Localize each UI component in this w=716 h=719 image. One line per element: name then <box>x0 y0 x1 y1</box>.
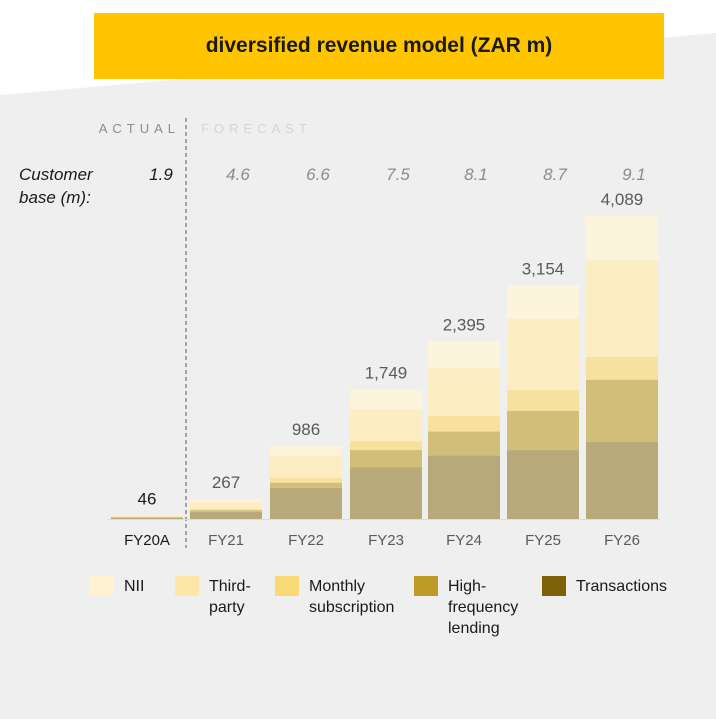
x-tick-fy25: FY25 <box>525 532 561 549</box>
bar-transactions-fy22 <box>270 487 342 519</box>
bar-monthly-subscription-fy24 <box>428 415 500 432</box>
customer-base-fy24: 8.1 <box>464 165 488 184</box>
bar-third-party-fy23 <box>350 409 422 442</box>
bar-nii-fy25 <box>507 285 579 319</box>
x-tick-fy20a: FY20A <box>124 532 170 549</box>
total-label-fy23: 1,749 <box>365 363 408 382</box>
customer-base-fy21: 4.6 <box>226 165 250 184</box>
legend-label-third-party: Third-party <box>209 578 251 616</box>
bar-transactions-fy24 <box>428 455 500 519</box>
customer-base-fy25: 8.7 <box>543 165 567 184</box>
bar-monthly-subscription-fy22 <box>270 477 342 483</box>
total-label-fy20a: 46 <box>138 490 157 509</box>
bar-transactions-fy21 <box>190 511 262 519</box>
legend-swatch-transactions <box>542 576 566 596</box>
page-title: diversified revenue model (ZAR m) <box>94 13 664 79</box>
bar-third-party-fy21 <box>190 501 262 509</box>
legend-swatch-high-frequency-lending <box>414 576 438 596</box>
legend-swatch-third-party <box>175 576 199 596</box>
bar-nii-fy23 <box>350 389 422 410</box>
bar-high-frequency-lending-fy24 <box>428 431 500 456</box>
x-tick-fy24: FY24 <box>446 532 482 549</box>
bar-transactions-fy26 <box>586 441 658 519</box>
bar-monthly-subscription-fy23 <box>350 441 422 451</box>
legend-item-transactions: Transactions <box>542 576 696 597</box>
total-label-fy25: 3,154 <box>522 259 565 278</box>
bar-third-party-fy25 <box>507 318 579 391</box>
actual-label: ACTUAL <box>99 121 180 136</box>
bar-transactions-fy25 <box>507 450 579 519</box>
bar-high-frequency-lending-fy23 <box>350 450 422 468</box>
customer-base-fy20a: 1.9 <box>149 165 173 184</box>
bar-nii-fy24 <box>428 341 500 369</box>
bar-monthly-subscription-fy21 <box>190 508 262 511</box>
total-label-fy26: 4,089 <box>601 190 644 209</box>
legend-item-monthly-subscription: Monthly subscription <box>275 576 409 618</box>
total-label-fy22: 986 <box>292 420 320 439</box>
customer-base-label: Customer base (m): <box>19 165 97 207</box>
customer-base-fy22: 6.6 <box>306 165 330 184</box>
bar-labels: 46 1.9 FY20A 267 4.6 FY21 986 6.6 FY22 1,749 7.5 FY… <box>124 165 646 549</box>
bar-third-party-fy26 <box>586 260 658 357</box>
bar-high-frequency-lending-fy21 <box>190 510 262 512</box>
bar-nii-fy20a <box>111 515 183 517</box>
legend-item-high-frequency-lending: High-frequency lending <box>414 576 538 639</box>
chart-panel-background <box>0 33 716 719</box>
chart-legend: NII Third-party Monthly subscription Hig… <box>90 576 710 646</box>
legend-label-high-frequency-lending: High-frequency lending <box>448 578 519 637</box>
bar-transactions-fy20a <box>111 517 183 519</box>
legend-label-monthly-subscription: Monthly subscription <box>309 578 395 616</box>
legend-item-third-party: Third-party <box>175 576 267 618</box>
bar-third-party-fy22 <box>270 455 342 478</box>
bar-high-frequency-lending-fy22 <box>270 482 342 488</box>
x-tick-fy21: FY21 <box>208 532 244 549</box>
total-label-fy24: 2,395 <box>443 316 486 335</box>
customer-base-fy26: 9.1 <box>622 165 646 184</box>
bar-monthly-subscription-fy25 <box>507 390 579 411</box>
bar-high-frequency-lending-fy20a <box>111 517 183 518</box>
legend-label-transactions: Transactions <box>576 578 667 595</box>
x-tick-fy23: FY23 <box>368 532 404 549</box>
bar-monthly-subscription-fy20a <box>111 516 183 518</box>
legend-swatch-monthly-subscription <box>275 576 299 596</box>
forecast-label: FORECAST <box>201 121 312 136</box>
bar-nii-fy26 <box>586 216 658 261</box>
bar-stacks <box>108 216 660 520</box>
bar-transactions-fy23 <box>350 467 422 519</box>
customer-base-fy23: 7.5 <box>386 165 410 184</box>
x-tick-fy26: FY26 <box>604 532 640 549</box>
total-label-fy21: 267 <box>212 473 240 492</box>
bar-third-party-fy20a <box>111 516 183 517</box>
legend-swatch-nii <box>90 576 114 596</box>
legend-item-nii: NII <box>90 576 184 597</box>
x-tick-fy22: FY22 <box>288 532 324 549</box>
bar-nii-fy21 <box>190 499 262 502</box>
bar-nii-fy22 <box>270 445 342 456</box>
bar-monthly-subscription-fy26 <box>586 356 658 380</box>
bar-high-frequency-lending-fy25 <box>507 410 579 451</box>
legend-label-nii: NII <box>124 578 145 595</box>
bar-high-frequency-lending-fy26 <box>586 379 658 442</box>
bar-third-party-fy24 <box>428 368 500 416</box>
